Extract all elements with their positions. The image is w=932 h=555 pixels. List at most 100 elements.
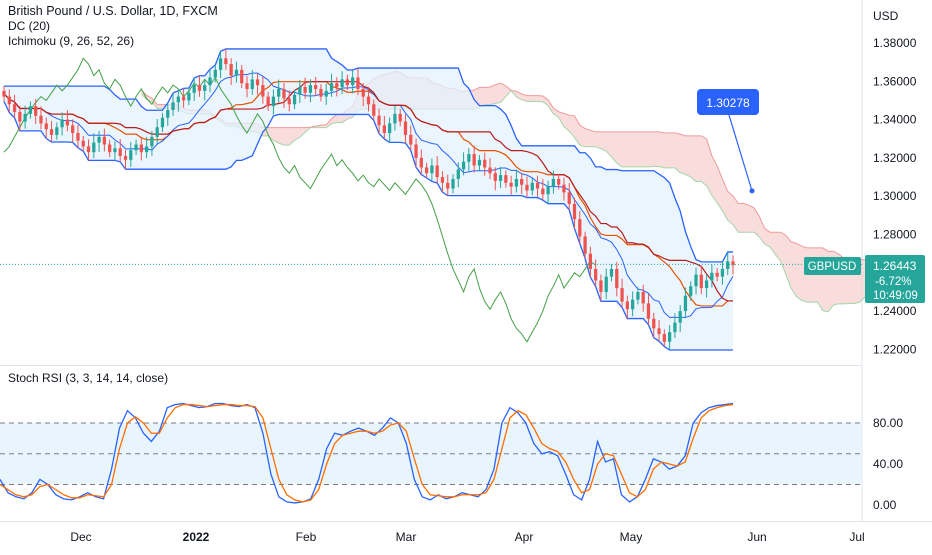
price-candle: [477, 155, 482, 171]
time-tick-label: Jun: [747, 530, 766, 544]
price-candle: [129, 142, 133, 167]
candle-body: [102, 136, 107, 145]
price-candle: [387, 117, 392, 143]
candle-body: [731, 261, 735, 266]
candle-body: [493, 173, 497, 181]
price-candle: [224, 48, 228, 71]
price-candle: [689, 281, 693, 301]
price-candle: [604, 268, 608, 300]
candle-body: [229, 64, 233, 76]
price-candle: [255, 73, 260, 95]
candle-body: [277, 88, 281, 97]
ichimoku-cloud: [141, 71, 871, 312]
price-candle: [60, 112, 64, 136]
time-tick-label: Mar: [396, 530, 417, 544]
candle-body: [440, 177, 445, 183]
candle-body: [261, 85, 265, 97]
stoch-rsi-label[interactable]: Stoch RSI (3, 3, 14, 14, close): [8, 371, 169, 385]
price-candle: [483, 152, 487, 176]
price-candle: [525, 176, 529, 198]
last-price-value: 1.26443: [873, 259, 917, 273]
candle-body: [2, 90, 6, 97]
price-candle: [403, 114, 408, 144]
candle-body: [609, 268, 614, 277]
price-candle: [694, 267, 698, 295]
price-candle: [731, 255, 735, 275]
candle-body: [636, 291, 640, 300]
candle-body: [44, 123, 48, 130]
candle-body: [213, 69, 217, 78]
price-candle: [319, 84, 323, 102]
price-candle: [171, 92, 175, 116]
price-candle: [588, 246, 593, 278]
price-candle: [76, 124, 80, 148]
chart-title[interactable]: British Pound / U.S. Dollar, 1D, FXCM: [8, 4, 218, 18]
candle-body: [498, 175, 503, 181]
price-candle: [572, 197, 577, 229]
price-candle: [636, 287, 640, 305]
price-candle: [678, 305, 682, 332]
callout-bg: [697, 89, 759, 115]
dc-indicator-label[interactable]: DC (20): [8, 19, 51, 33]
candle-body: [39, 115, 43, 124]
price-candle: [699, 265, 703, 295]
candle-body: [345, 79, 350, 86]
price-candle: [240, 65, 244, 89]
price-tick-label: 1.32000: [873, 151, 917, 165]
candle-body: [456, 169, 460, 179]
price-candle: [39, 106, 43, 130]
price-candle: [298, 79, 302, 103]
candle-body: [335, 83, 339, 88]
price-candle: [303, 77, 307, 99]
candle-body: [155, 127, 159, 137]
candle-body: [134, 144, 138, 151]
candle-body: [446, 182, 450, 189]
candle-body: [255, 79, 260, 86]
price-tick-label: 1.38000: [873, 36, 917, 50]
price-candle: [287, 90, 291, 112]
candle-body: [324, 90, 328, 97]
time-tick-label: 2022: [183, 530, 210, 544]
price-candle: [710, 264, 714, 288]
candle-body: [208, 77, 212, 86]
price-candle: [393, 105, 397, 131]
price-candle: [245, 76, 249, 98]
price-candle: [414, 138, 418, 168]
ichimoku-indicator-label[interactable]: Ichimoku (9, 26, 52, 26): [8, 34, 135, 48]
stoch-tick-label: 0.00: [873, 498, 897, 512]
price-candle: [44, 117, 48, 139]
candle-body: [34, 106, 38, 116]
candle-body: [166, 110, 170, 118]
price-candle: [382, 115, 386, 139]
candle-body: [720, 268, 725, 277]
candle-body: [49, 129, 54, 135]
ichimoku-span-a: [140, 89, 871, 313]
price-candle: [351, 70, 355, 94]
candle-body: [599, 280, 603, 292]
candle-body: [160, 117, 165, 128]
price-candle: [514, 169, 519, 193]
price-candle: [594, 259, 598, 287]
price-candle: [535, 175, 540, 197]
price-candle: [451, 174, 455, 194]
candle-body: [366, 96, 371, 105]
candle-body: [308, 85, 313, 93]
candle-body: [356, 77, 360, 89]
callout-box: 1.30278: [697, 89, 759, 115]
candle-body: [572, 203, 577, 220]
price-candle: [139, 137, 143, 161]
price-candle: [266, 91, 270, 111]
price-candle: [81, 135, 85, 152]
candle-body: [28, 106, 33, 114]
price-candle: [652, 312, 656, 338]
candle-body: [615, 268, 619, 289]
callout-anchor: [749, 188, 755, 194]
price-candle: [630, 291, 635, 317]
price-candle: [28, 101, 33, 119]
candle-body: [652, 318, 656, 329]
price-candle: [7, 89, 11, 113]
candle-body: [139, 144, 143, 153]
candle-body: [398, 113, 402, 122]
